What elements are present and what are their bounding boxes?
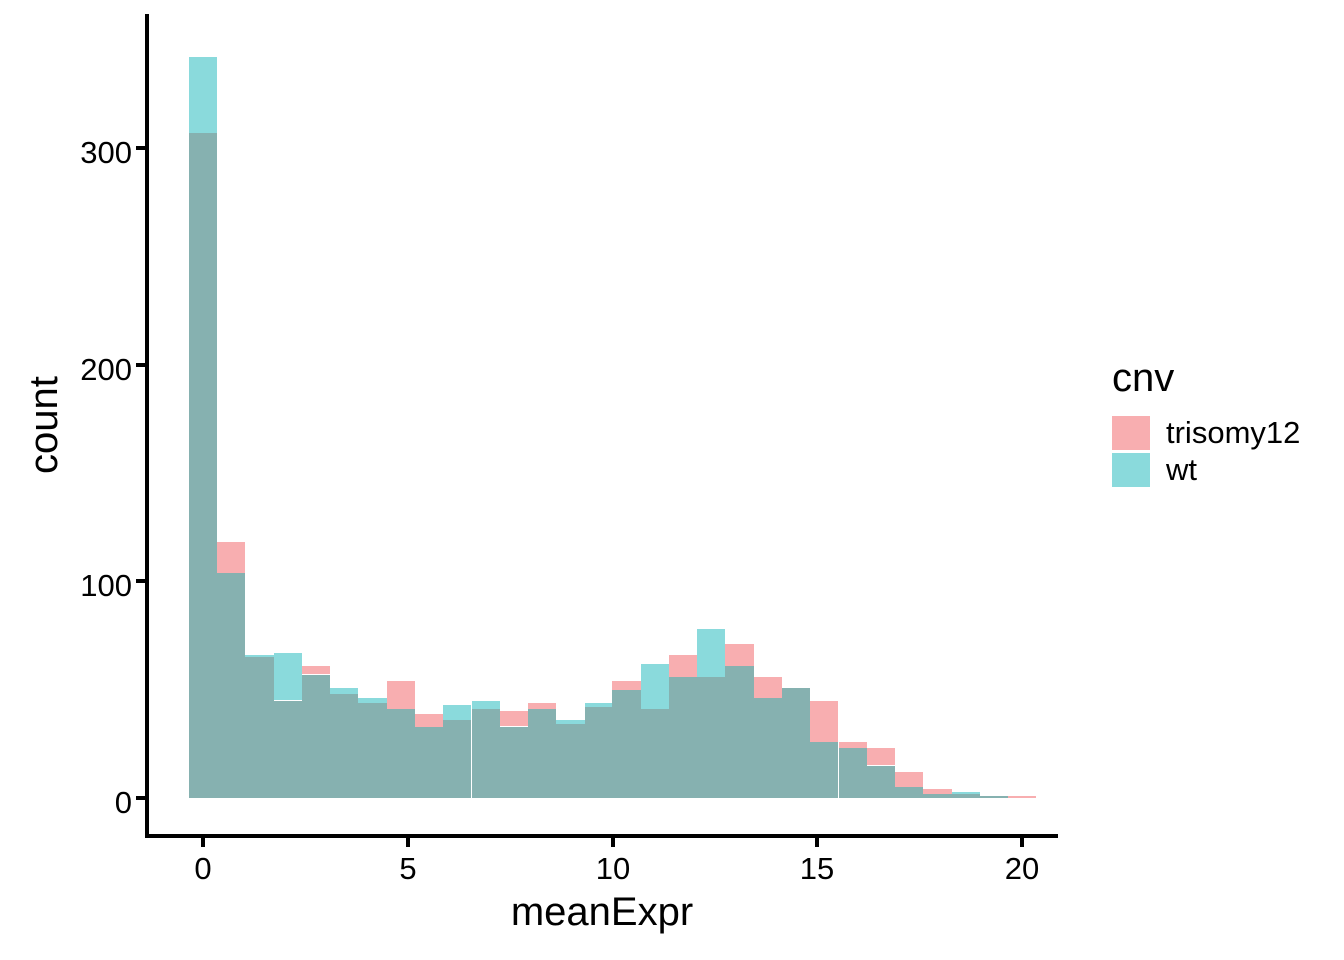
hist-bar-overlap <box>697 676 726 798</box>
hist-bar-trisomy12 <box>217 542 246 573</box>
hist-bar-overlap <box>386 709 415 798</box>
y-tick-label: 300 <box>80 135 132 170</box>
hist-bar-overlap <box>725 665 754 798</box>
hist-bar-overlap <box>245 657 274 798</box>
legend-item-wt: wt <box>1112 452 1344 487</box>
hist-bar-wt <box>584 702 613 707</box>
x-tick-mark <box>1020 838 1024 847</box>
x-tick-mark <box>611 838 615 847</box>
hist-bar-overlap <box>923 793 952 798</box>
hist-bar-overlap <box>979 795 1009 798</box>
y-tick-mark <box>136 796 145 800</box>
hist-bar-overlap <box>668 676 698 798</box>
hist-bar-trisomy12 <box>528 702 557 710</box>
hist-bar-trisomy12 <box>1008 795 1037 798</box>
y-tick-label: 100 <box>80 568 132 603</box>
hist-bar-overlap <box>188 132 218 798</box>
hist-bar-trisomy12 <box>612 681 641 690</box>
hist-bar-trisomy12 <box>810 700 839 742</box>
hist-bar-trisomy12 <box>386 681 415 710</box>
hist-bar-trisomy12 <box>668 655 698 677</box>
x-tick-label: 20 <box>1004 851 1040 886</box>
legend-swatch-wt <box>1112 453 1150 487</box>
x-tick-mark <box>201 838 205 847</box>
hist-bar-overlap <box>301 674 331 798</box>
hist-bar-overlap <box>895 787 924 798</box>
hist-bar-overlap <box>640 709 669 798</box>
x-tick-label: 10 <box>595 851 631 886</box>
hist-bar-overlap <box>273 700 302 798</box>
x-tick-label: 5 <box>399 851 417 886</box>
hist-bar-trisomy12 <box>753 676 782 699</box>
y-tick-mark <box>136 146 145 150</box>
hist-bar-trisomy12 <box>415 713 444 727</box>
hist-bar-wt <box>330 687 359 694</box>
hist-bar-overlap <box>584 707 613 798</box>
hist-bar-overlap <box>866 765 896 798</box>
hist-bar-overlap <box>471 709 500 798</box>
hist-bar-trisomy12 <box>923 789 952 794</box>
legend-label-wt: wt <box>1166 452 1197 487</box>
hist-bar-wt <box>471 700 500 710</box>
hist-bar-overlap <box>810 741 839 798</box>
hist-bar-trisomy12 <box>866 748 896 766</box>
hist-bar-wt <box>245 655 274 658</box>
hist-bar-overlap <box>782 687 811 798</box>
legend-title: cnv <box>1112 356 1175 400</box>
hist-bar-wt <box>556 720 585 725</box>
legend-swatch-trisomy12 <box>1112 416 1150 450</box>
hist-bar-overlap <box>358 702 387 798</box>
y-tick-mark <box>136 363 145 367</box>
hist-bar-trisomy12 <box>895 772 924 788</box>
hist-bar-overlap <box>556 724 585 798</box>
hist-bar-trisomy12 <box>838 741 867 749</box>
hist-bar-wt <box>358 698 387 703</box>
x-tick-label: 0 <box>194 851 212 886</box>
y-tick-label: 200 <box>80 352 132 387</box>
y-tick-label: 0 <box>114 785 132 820</box>
hist-bar-overlap <box>528 709 557 798</box>
hist-bar-wt <box>951 791 980 794</box>
hist-bar-overlap <box>838 748 867 798</box>
hist-bar-overlap <box>415 726 444 798</box>
hist-bar-trisomy12 <box>301 665 331 675</box>
hist-bar-overlap <box>753 698 782 798</box>
x-axis-line <box>145 834 1058 838</box>
legend-items: trisomy12 wt <box>1104 415 1344 487</box>
hist-bar-overlap <box>951 793 980 798</box>
y-tick-mark <box>136 579 145 583</box>
hist-bar-wt <box>697 629 726 677</box>
hist-bar-wt <box>443 704 472 720</box>
x-axis-title: meanExpr <box>510 890 694 934</box>
hist-bar-overlap <box>443 720 472 798</box>
hist-bar-trisomy12 <box>725 644 754 666</box>
hist-bar-wt <box>188 57 218 133</box>
hist-bar-wt <box>273 652 302 701</box>
hist-bar-overlap <box>217 572 246 798</box>
hist-bar-overlap <box>330 694 359 798</box>
y-axis-title: count <box>22 376 66 474</box>
hist-bar-overlap <box>499 726 529 798</box>
hist-bar-trisomy12 <box>499 711 529 727</box>
legend-item-trisomy12: trisomy12 <box>1112 415 1344 450</box>
x-tick-label: 15 <box>799 851 835 886</box>
hist-bar-overlap <box>612 689 641 798</box>
x-tick-mark <box>815 838 819 847</box>
y-axis-line <box>145 14 149 838</box>
hist-bar-wt <box>640 663 669 710</box>
x-tick-mark <box>406 838 410 847</box>
legend-label-trisomy12: trisomy12 <box>1166 415 1301 450</box>
legend: cnv trisomy12 wt <box>1104 356 1344 490</box>
